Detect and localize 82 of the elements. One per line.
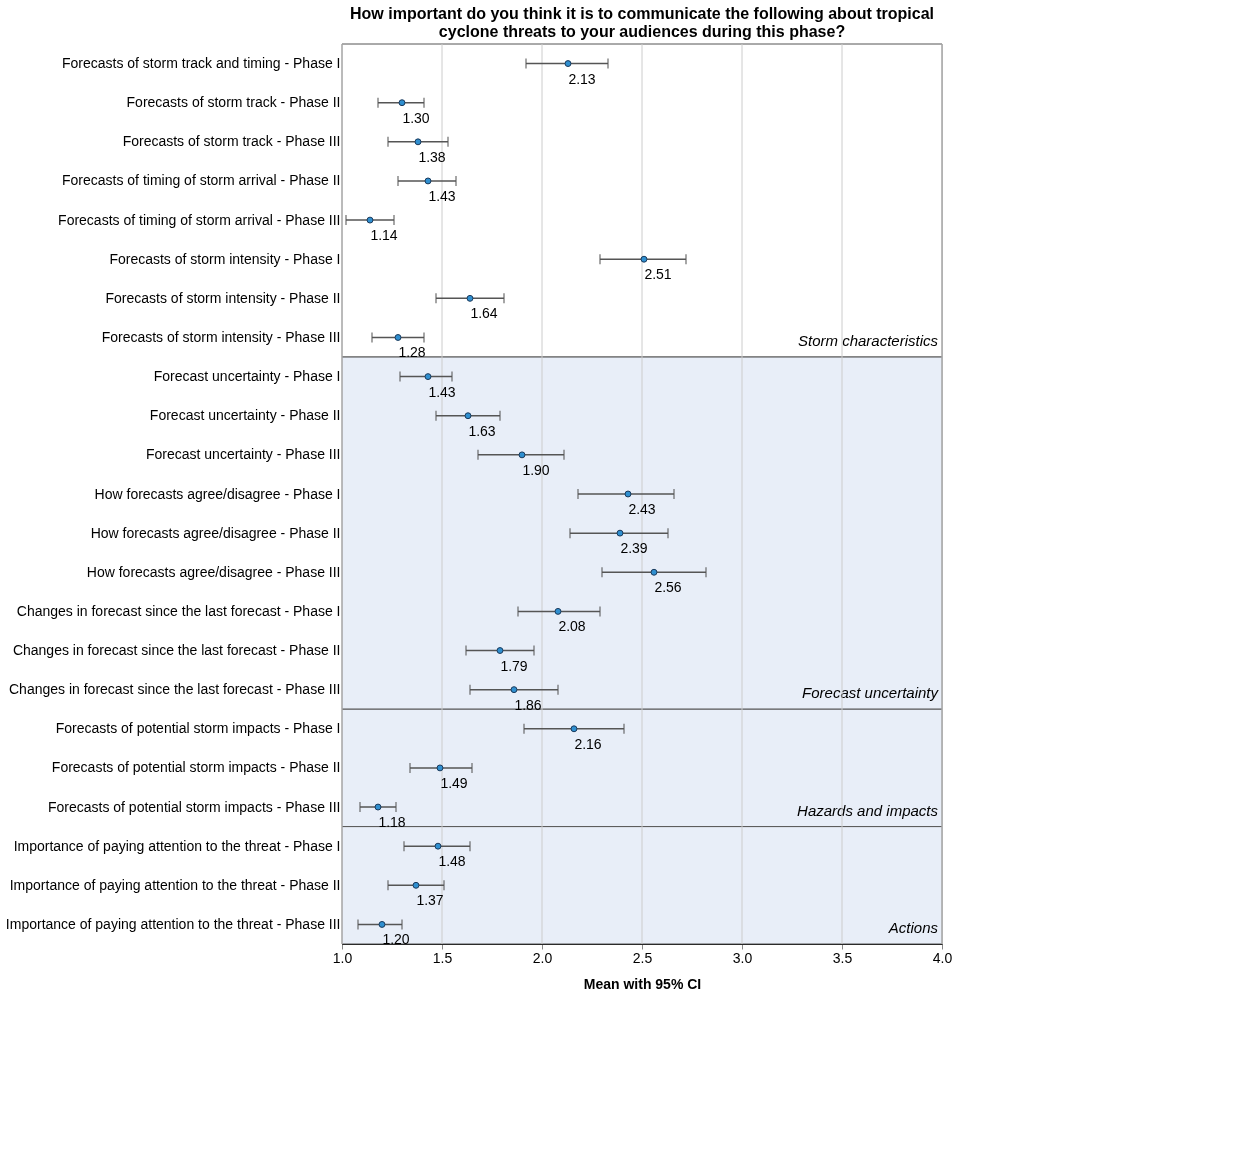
band-label: Actions [887,919,939,937]
x-tick-label: 3.0 [732,949,753,966]
chart-title: How important do you think it is to communicate the following about tropical cyclone threats to your audiences during this phase? [350,4,934,40]
point [464,412,472,420]
y-tick-label: Forecasts of potential storm impacts - Phase III [47,798,341,815]
point [640,255,648,263]
x-tick-label: 4.0 [932,949,953,966]
point [624,490,632,498]
point [496,647,504,654]
data-label: 1.90 [522,461,550,478]
y-tick-label: Importance of paying attention to the threat - Phase II [9,876,341,893]
y-tick-label: Importance of paying attention to the threat - Phase I [13,837,341,854]
y-tick-label: Importance of paying attention to the threat - Phase III [5,915,341,932]
y-tick-label: Changes in forecast since the last forecast - Phase II [12,642,341,659]
data-label: 1.63 [468,422,496,439]
data-label: 1.48 [438,853,466,870]
data-label: 2.08 [558,618,586,635]
data-label: 1.14 [370,227,398,244]
y-tick-label: Forecasts of storm intensity - Phase II [105,289,341,306]
data-label: 1.18 [378,814,406,831]
data-label: 2.56 [654,579,682,596]
y-tick-label: Forecasts of storm track - Phase III [122,133,341,150]
y-tick-label: Forecasts of storm track and timing - Phase I [61,55,341,72]
point [466,294,474,302]
y-tick-label: Forecasts of potential storm impacts - Phase I [55,720,341,737]
point [554,607,562,615]
point [366,216,374,224]
point [510,686,518,694]
y-tick-label: Forecasts of storm intensity - Phase III [101,328,341,345]
point [424,177,432,185]
point [434,842,442,850]
data-label: 1.37 [416,892,444,909]
point [374,803,382,811]
point [564,60,572,68]
y-tick-label: How forecasts agree/disagree - Phase II [90,524,341,541]
band-label: Storm characteristics [797,332,939,350]
x-tick-label: 2.0 [532,949,553,966]
point [398,99,406,107]
data-label: 2.16 [574,735,602,752]
band-label: Forecast uncertainty [802,684,940,702]
data-label: 1.43 [428,383,456,400]
x-tick-label: 2.5 [632,949,653,966]
y-tick-label: How forecasts agree/disagree - Phase I [94,485,341,502]
y-tick-label: Changes in forecast since the last forecast - Phase I [16,602,341,619]
data-label: 1.28 [398,344,426,361]
point [616,529,624,537]
x-tick-label: 3.5 [832,949,853,966]
data-label: 2.13 [568,70,596,87]
data-label: 1.49 [440,774,468,791]
x-tick-label: 1.0 [332,949,353,966]
data-label: 2.43 [628,501,656,517]
data-label: 1.43 [428,187,456,204]
data-label: 2.39 [620,540,648,557]
data-label: 1.86 [514,696,542,713]
y-tick-label: Forecasts of timing of storm arrival - Phase III [58,211,341,228]
point [424,373,432,381]
data-label: 1.20 [382,931,410,948]
point [412,881,420,889]
y-tick-label: Forecasts of timing of storm arrival - Phase II [61,172,341,189]
x-tick-label: 1.5 [432,949,453,966]
point [378,920,386,928]
y-tick-label: Forecasts of storm track - Phase II [126,94,341,111]
y-tick-label: Forecast uncertainty - Phase I [153,368,341,385]
point [518,451,526,459]
data-label: 1.79 [500,657,528,674]
y-tick-label: Changes in forecast since the last forecast - Phase III [8,681,341,698]
point [650,568,658,576]
y-tick-label: Forecast uncertainty - Phase III [145,446,341,463]
point [414,138,422,146]
y-tick-label: How forecasts agree/disagree - Phase III [86,563,341,580]
point [394,334,402,341]
y-tick-label: Forecasts of potential storm impacts - Phase II [51,759,341,776]
y-tick-label: Forecast uncertainty - Phase II [149,407,341,424]
point [570,725,578,733]
data-label: 1.64 [470,305,498,322]
data-label: 1.38 [418,148,446,165]
x-axis-title: Mean with 95% CI [583,975,702,992]
band-label: Hazards and impacts [797,801,939,819]
point [436,764,444,772]
data-label: 1.30 [402,109,430,126]
y-tick-label: Forecasts of storm intensity - Phase I [109,250,341,267]
data-label: 2.51 [644,266,672,283]
